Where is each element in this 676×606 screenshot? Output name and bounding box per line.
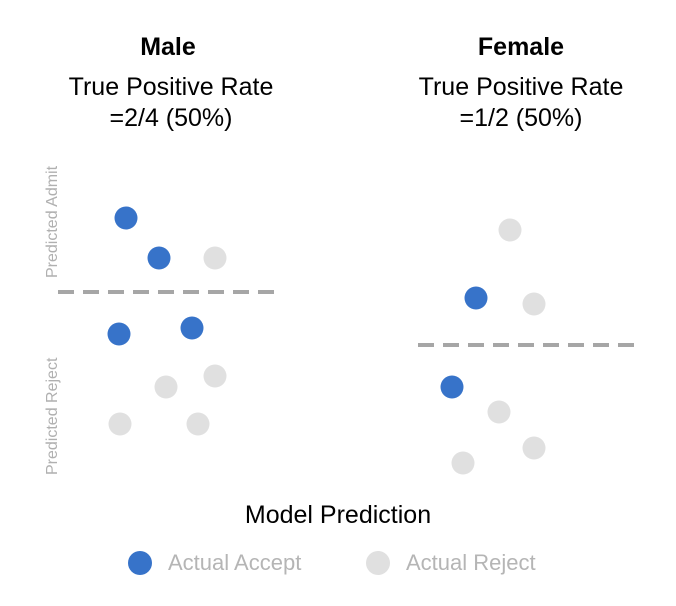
female-point-accept xyxy=(464,286,488,310)
female-metric-line2: =1/2 (50%) xyxy=(459,104,583,132)
legend-reject-swatch xyxy=(366,551,390,575)
male-point-accept xyxy=(147,246,171,270)
legend-accept-swatch xyxy=(128,551,152,575)
female-point-reject xyxy=(522,292,546,316)
male-point-accept xyxy=(107,322,131,346)
male-point-reject xyxy=(108,412,132,436)
legend-reject-label: Actual Reject xyxy=(406,550,536,575)
male-point-accept xyxy=(114,206,138,230)
female-point-reject xyxy=(522,436,546,460)
male-points xyxy=(107,206,227,436)
male-point-reject xyxy=(154,375,178,399)
female-point-reject xyxy=(487,400,511,424)
legend-actual-accept: Actual Accept xyxy=(128,549,301,577)
legend-actual-reject: Actual Reject xyxy=(366,549,536,577)
legend-accept-label: Actual Accept xyxy=(168,550,302,575)
male-metric-line1: True Positive Rate xyxy=(68,73,274,101)
female-points xyxy=(440,218,546,475)
male-title: Male xyxy=(140,33,196,61)
female-point-accept xyxy=(440,375,464,399)
female-point-reject xyxy=(451,451,475,475)
female-title: Female xyxy=(477,33,565,61)
male-metric-line2: =2/4 (50%) xyxy=(109,104,233,132)
female-metric-line1: True Positive Rate xyxy=(418,73,624,101)
model-prediction-title: Model Prediction xyxy=(244,501,432,529)
male-point-reject xyxy=(203,246,227,270)
female-point-reject xyxy=(498,218,522,242)
male-point-accept xyxy=(180,316,204,340)
male-point-reject xyxy=(186,412,210,436)
male-point-reject xyxy=(203,364,227,388)
